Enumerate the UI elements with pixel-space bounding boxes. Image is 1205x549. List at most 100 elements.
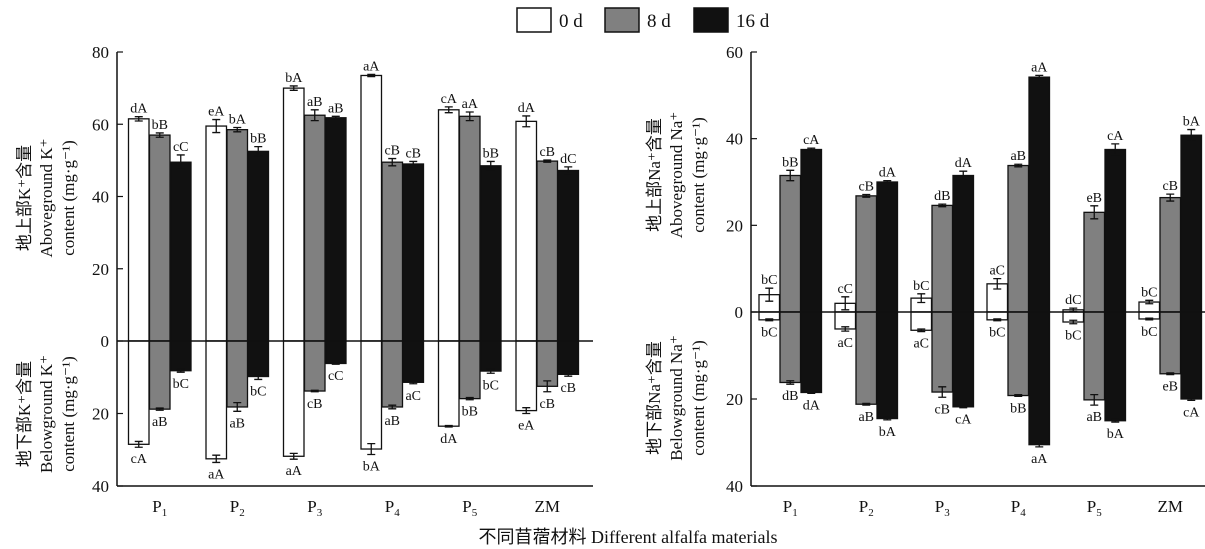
significance-label: dB [782,389,798,404]
significance-label: eA [208,105,225,120]
significance-label: cB [307,397,323,412]
x-axis-label: 不同苜蓿材料 Different alfalfa materials [478,527,777,547]
significance-label: cB [934,402,950,417]
error-bar [564,371,573,377]
bar-below [148,340,171,410]
bar-below [402,340,425,383]
bar-below [536,340,559,387]
significance-label: aA [1031,452,1048,467]
bar-below [1159,311,1182,375]
error-bar [1014,163,1023,168]
error-bar [1187,397,1196,401]
significance-label: bB [1010,401,1026,416]
significance-label: aB [384,414,400,429]
significance-label: dA [440,432,458,447]
significance-label: aC [837,336,853,351]
error-bar [564,166,573,175]
significance-label: bA [229,113,247,128]
significance-label: bC [173,377,189,392]
error-bar [883,180,892,184]
significance-label: dA [803,398,821,413]
error-bar [1187,128,1196,142]
error-bar [807,147,816,152]
significance-label: eB [1162,380,1178,395]
significance-label: aC [405,389,421,404]
error-bar [807,390,816,394]
error-bar [841,296,850,311]
error-bar [331,362,340,365]
error-bar [331,115,340,120]
significance-label: bC [1141,325,1157,340]
bar-below [1007,311,1030,397]
error-bar [917,328,926,333]
y-tick-label: 20 [92,260,109,279]
error-bar [176,368,185,373]
bar-below [800,311,823,394]
x-tick-label: P1 [783,497,798,519]
bar-below [557,340,580,375]
error-bar [1111,418,1120,423]
significance-label: bC [761,273,777,288]
bar-below [1083,311,1106,401]
y-tick-label: 60 [92,115,109,134]
significance-label: bB [483,146,499,161]
error-bar [254,372,263,381]
error-bar [176,154,185,171]
bar-below [779,311,802,384]
bar-above [1159,196,1182,313]
significance-label: aA [208,467,225,482]
error-bar [444,424,453,428]
bar-above [247,150,270,342]
significance-label: aC [913,337,929,352]
bar-below [1028,311,1051,446]
legend-label-1: 8 d [647,11,671,32]
significance-label: aA [286,464,303,479]
bar-above [952,174,975,313]
significance-label: bB [152,118,168,133]
bar-above [324,117,347,342]
y-tick-label: 0 [101,332,110,351]
bar-above [381,161,404,342]
significance-label: eA [518,419,535,434]
error-bar [841,326,850,332]
x-tick-label: P5 [462,497,477,519]
error-bar [959,405,968,409]
significance-label: cB [858,180,874,195]
significance-label: dC [1065,293,1081,308]
significance-label: aB [1086,410,1102,425]
significance-label: cB [560,381,576,396]
significance-label: aA [1031,60,1048,75]
significance-label: bA [879,425,897,440]
significance-label: bC [250,384,266,399]
error-bar [465,111,474,122]
error-bar [917,293,926,304]
significance-label: aB [229,416,245,431]
significance-label: dC [560,152,576,167]
bar-above [402,163,425,342]
error-bar [543,159,552,163]
significance-label: bA [363,459,381,474]
legend-label-2: 16 d [736,11,770,32]
error-bar [1166,372,1175,376]
y-tick-label: 40 [726,130,743,149]
significance-label: bC [761,326,777,341]
error-bar [233,126,242,133]
significance-label: cC [837,282,853,297]
error-bar [367,442,376,456]
significance-label: aA [363,59,380,74]
error-bar [862,193,871,198]
x-tick-label: P2 [859,497,874,519]
bar-below [226,340,249,408]
error-bar [289,452,298,460]
bar-below [931,311,954,393]
bar-above [360,74,383,342]
significance-label: aA [462,97,479,112]
y-axis-label-line: Aboveground K⁺ [37,139,56,258]
error-bar [1014,394,1023,398]
x-tick-label: P4 [1011,497,1026,519]
y-axis-label-line: content (mg·g⁻¹) [59,140,78,256]
error-bar [1090,205,1099,220]
error-bar [1145,299,1154,305]
bar-above [437,109,460,342]
error-bar [1166,193,1175,202]
